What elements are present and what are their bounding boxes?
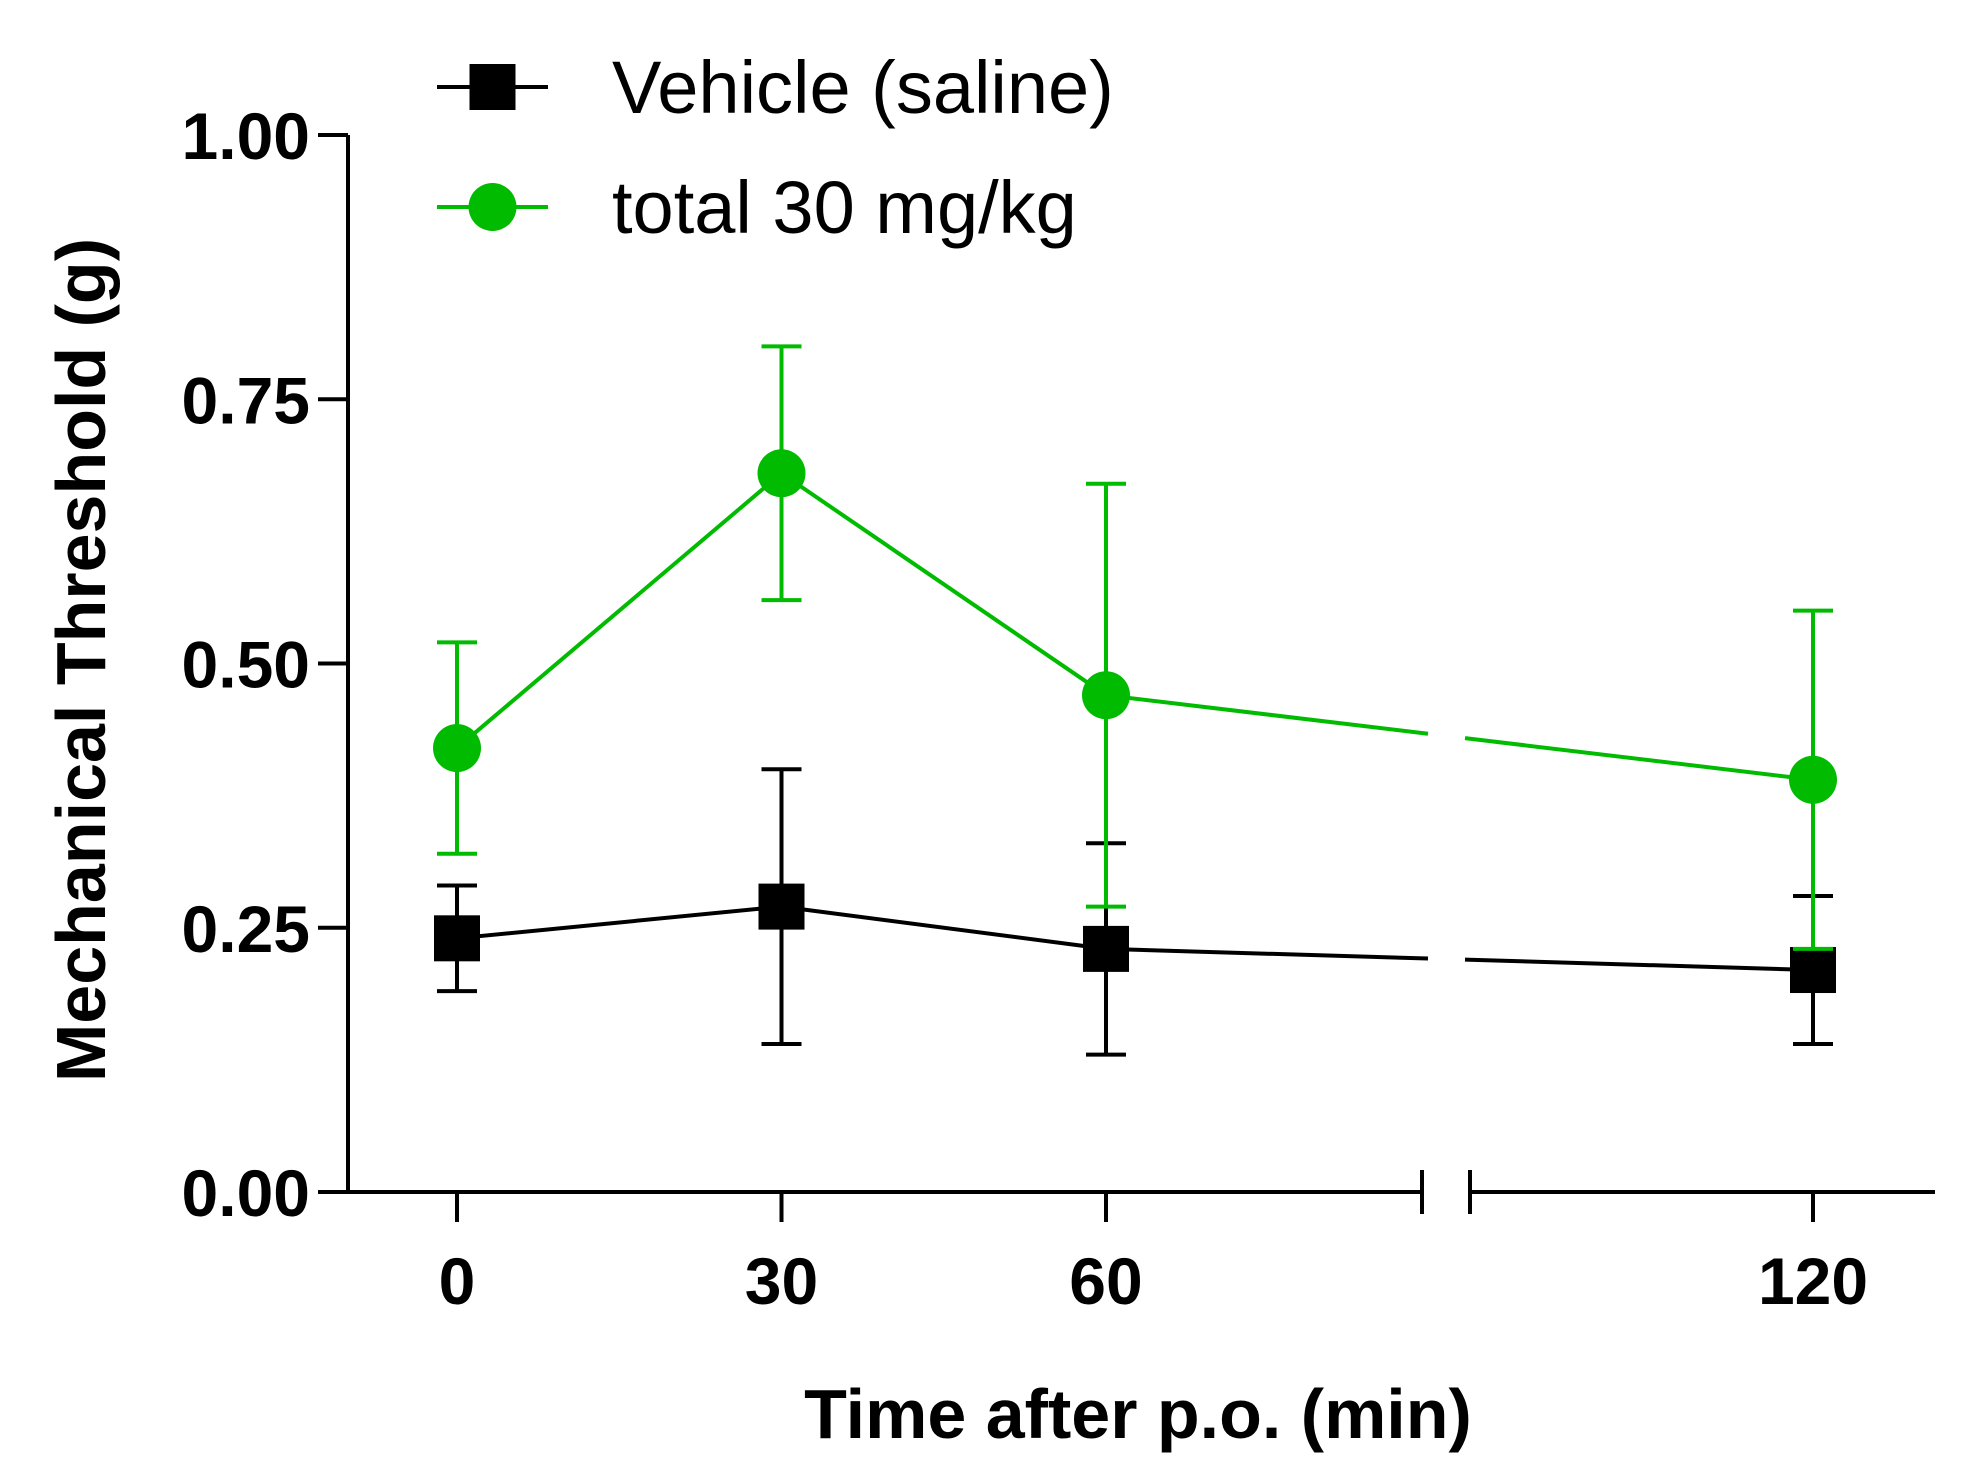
legend-item: Vehicle (saline): [437, 46, 1114, 129]
legend-marker-circle: [468, 183, 517, 231]
series-line-segment: [781, 904, 1107, 951]
legend: Vehicle (saline) total 30 mg/kg: [437, 46, 1114, 249]
series-1: [433, 344, 1837, 951]
x-tick-label: 60: [1069, 1244, 1142, 1318]
legend-label: Vehicle (saline): [612, 46, 1114, 129]
x-tick-label: 120: [1758, 1244, 1868, 1318]
y-tick-label: 0.25: [182, 892, 310, 966]
legend-label: total 30 mg/kg: [612, 166, 1077, 249]
tick-labels: 0.00 0.25 0.50 0.75 1.00 0 30 60 120: [182, 99, 1869, 1318]
y-tick-label: 1.00: [182, 99, 310, 173]
x-tick-label: 0: [439, 1244, 476, 1318]
plot-data: [433, 344, 1837, 1057]
series-line-segment: [1105, 946, 1429, 961]
legend-marker-square: [469, 64, 516, 110]
series-line-segment: [456, 904, 782, 941]
axes: [318, 135, 1935, 1214]
x-axis-title: Time after p.o. (min): [804, 1375, 1472, 1453]
y-axis-title: Mechanical Threshold (g): [42, 238, 120, 1082]
x-tick-label: 30: [745, 1244, 818, 1318]
y-tick-label: 0.50: [182, 628, 310, 702]
data-point-circle: [1082, 671, 1130, 720]
series-line-segment: [1464, 736, 1814, 782]
data-point-square: [434, 915, 480, 962]
series-0: [434, 767, 1836, 1057]
tick-marks: [318, 133, 1815, 1222]
legend-item: total 30 mg/kg: [437, 166, 1077, 249]
y-tick-label: 0.75: [182, 363, 310, 437]
data-point-square: [1083, 925, 1129, 972]
series-line-segment: [1464, 957, 1814, 973]
series-line-segment: [455, 471, 783, 750]
series-line-segment: [780, 471, 1108, 697]
data-point-square: [758, 883, 805, 930]
series-line-segment: [1105, 693, 1429, 736]
data-point-circle: [1789, 755, 1837, 804]
data-point-square: [1790, 947, 1836, 994]
data-point-circle: [757, 449, 806, 498]
y-tick-label: 0.00: [182, 1156, 310, 1230]
data-point-circle: [433, 724, 481, 773]
